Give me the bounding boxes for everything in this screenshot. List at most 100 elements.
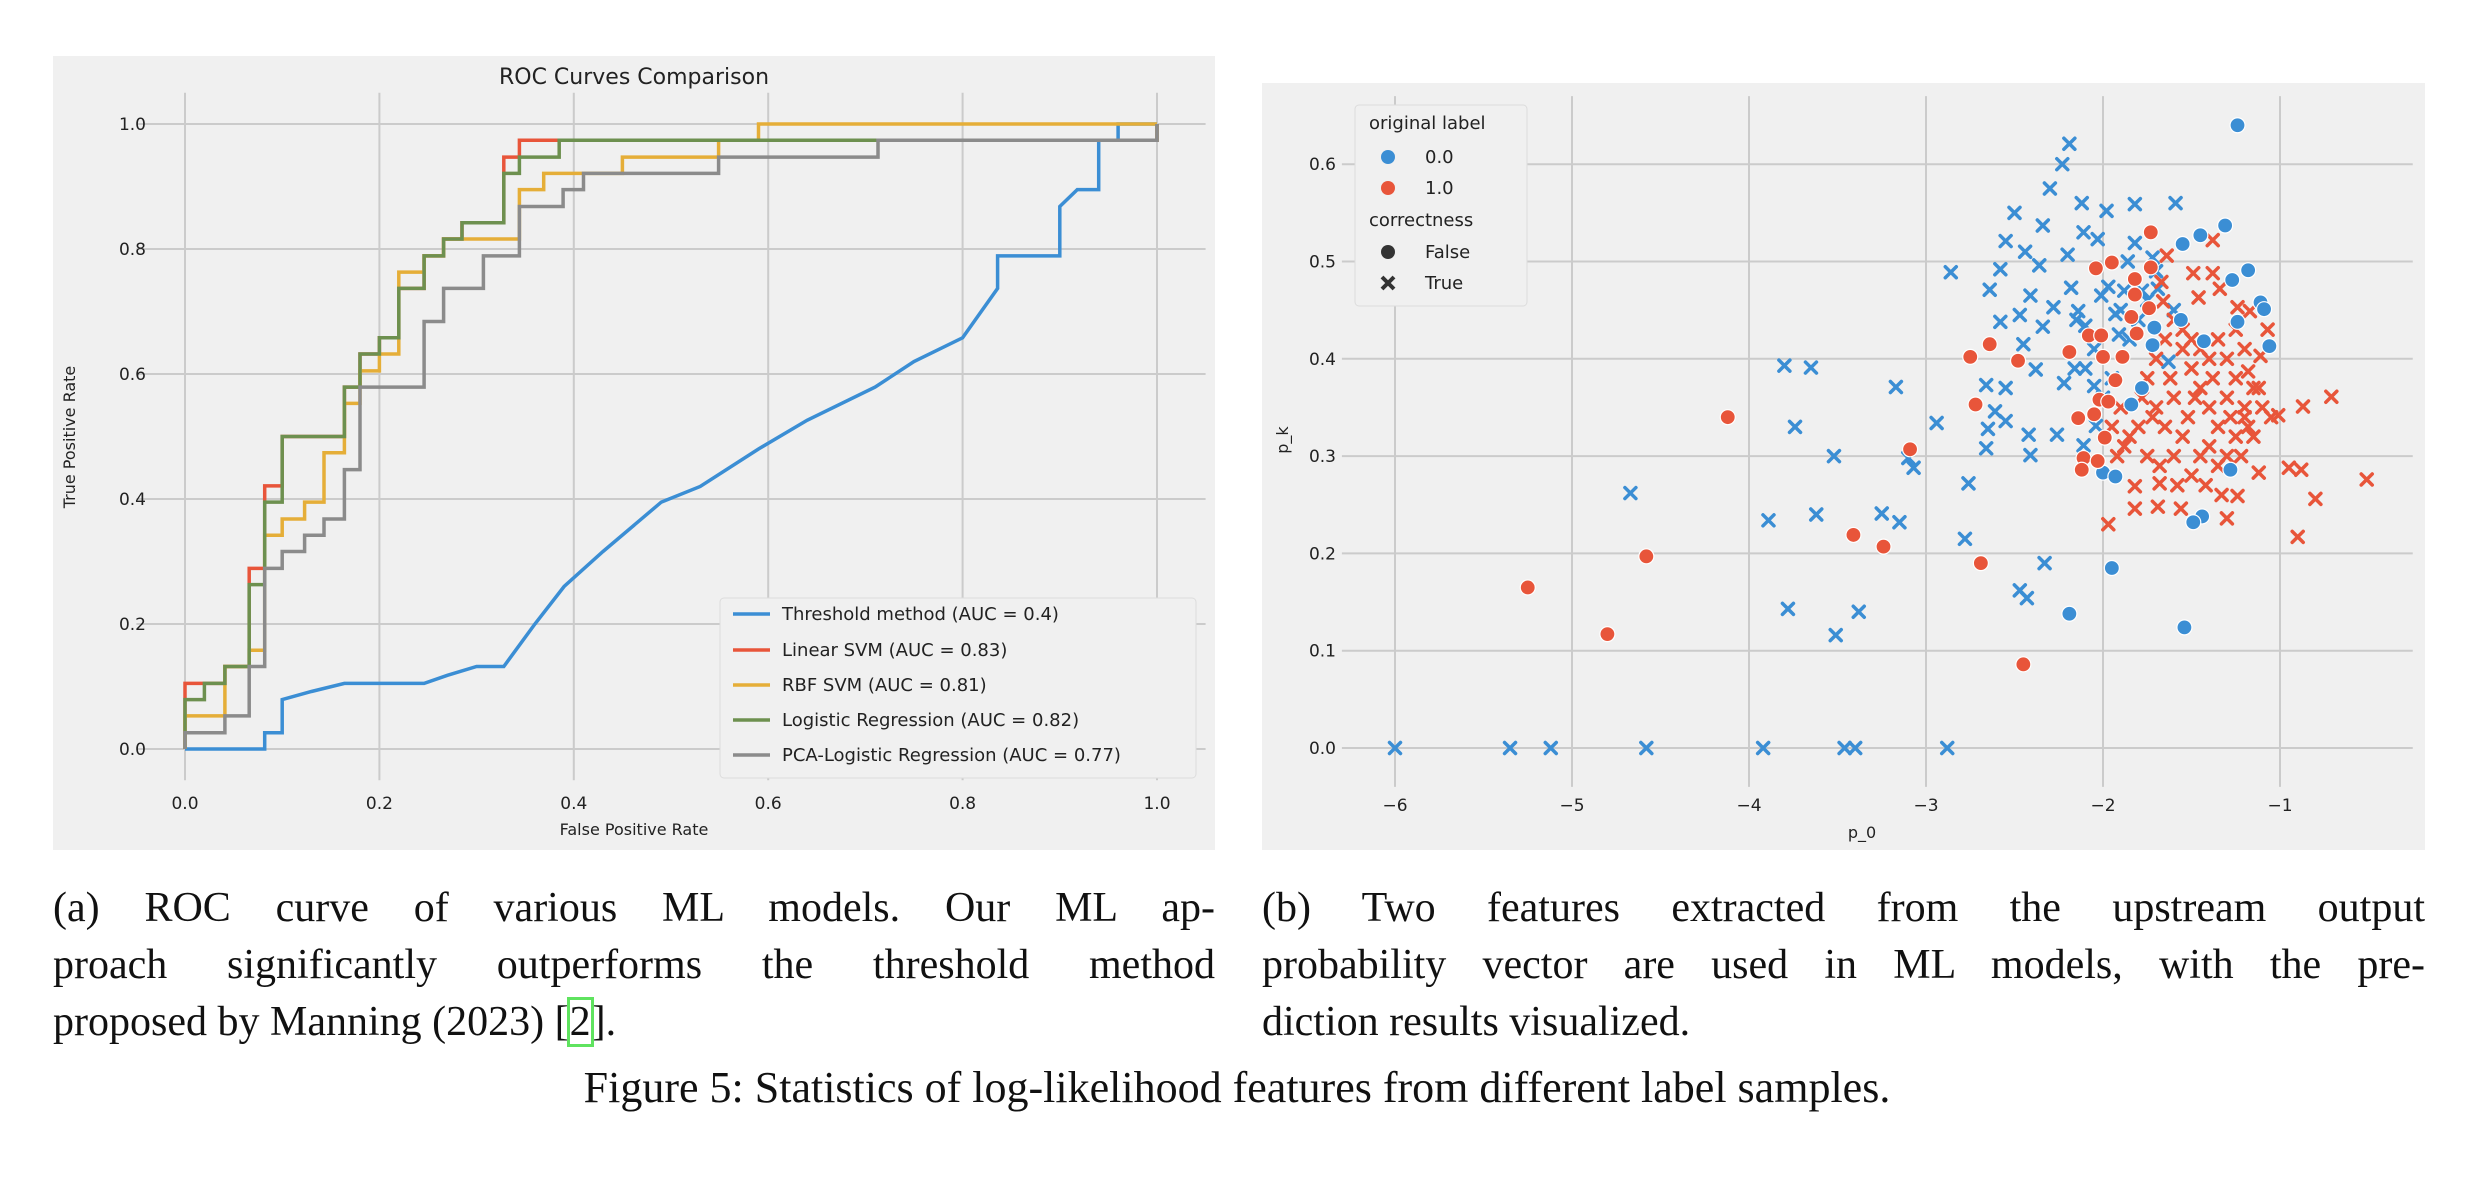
scatter-point-x [1982, 282, 1997, 297]
roc-series [183, 122, 1159, 751]
scatter-point-x [2184, 361, 2199, 376]
scatter-point-x [1993, 314, 2008, 330]
scatter-point-x [2233, 448, 2249, 464]
scatter-point-x [2173, 501, 2189, 516]
scatter-point-x [2055, 156, 2070, 172]
roc-x-tick-label: 0.6 [755, 794, 782, 814]
scatter-point-x [2359, 472, 2374, 487]
scatter-point-x [2175, 429, 2190, 444]
scatter-point-x [1888, 379, 1904, 395]
scatter-x-tick-label: −4 [1736, 796, 1761, 816]
roc-y-tick-label: 0.4 [119, 490, 146, 510]
scatter-legend: original label 0.0 1.0 correctness False… [1354, 104, 1528, 307]
caption-a-last-suffix: ]. [591, 999, 617, 1045]
scatter-legend-box [1354, 104, 1528, 307]
scatter-point-circle [2229, 313, 2246, 330]
scatter-point-circle [2128, 325, 2145, 342]
roc-legend: Threshold method (AUC = 0.4) Linear SVM … [719, 597, 1197, 779]
scatter-point-x [1826, 448, 1842, 464]
roc-x-tick-label: 0.0 [171, 794, 198, 814]
scatter-point-x [2205, 232, 2220, 248]
scatter-point-x [2290, 529, 2305, 545]
figure-caption: Figure 5: Statistics of log-likelihood f… [583, 1063, 1891, 1112]
legend-label-threshold: Threshold method (AUC = 0.4) [781, 604, 1059, 625]
scatter-point-circle [1875, 538, 1892, 555]
scatter-point-x [2240, 364, 2256, 379]
scatter-point-x [1387, 740, 1403, 756]
scatter-point-x [1980, 421, 1996, 437]
scatter-point-circle [2126, 286, 2143, 303]
caption-a-line: proposed by Manning (2023) [2]. [53, 994, 1215, 1051]
scatter-point-circle [2192, 227, 2209, 244]
scatter-point-circle [2176, 619, 2193, 636]
scatter-point-x [2150, 499, 2166, 514]
roc-curve-0 [185, 122, 1157, 751]
legend-label-logistic: Logistic Regression (AUC = 0.82) [782, 710, 1079, 731]
legend-label-linear-svm: Linear SVM (AUC = 0.83) [782, 640, 1007, 661]
roc-x-tick-label: 0.4 [560, 794, 587, 814]
scatter-point-x [2032, 258, 2047, 273]
scatter-point-x [1780, 601, 1796, 617]
scatter-point-x [2109, 448, 2125, 464]
scatter-point-x [2037, 555, 2052, 571]
scatter-point-circle [1962, 348, 1979, 365]
scatter-point-x [2251, 380, 2267, 396]
scatter-point-x [2157, 419, 2173, 435]
scatter-point-x [2324, 389, 2339, 404]
scatter-point-circle [2073, 461, 2090, 478]
scatter-point-x [1998, 380, 2013, 396]
roc-y-tick-label: 0.2 [119, 615, 146, 635]
scatter-point-x [2219, 390, 2235, 405]
citation-link[interactable]: 2 [566, 997, 594, 1047]
scatter-point-x [1874, 506, 1889, 521]
scatter-point-x [2140, 448, 2155, 464]
scatter-point-x [2205, 265, 2220, 281]
scatter-point-x [2116, 439, 2132, 454]
scatter-point-x [2155, 294, 2171, 309]
legend-circle-blue-icon [1381, 150, 1395, 164]
scatter-point-circle [2094, 348, 2112, 365]
scatter-point-x [2127, 479, 2143, 494]
scatter-y-tick-label: 0.2 [1309, 544, 1336, 564]
scatter-point-circle [1719, 409, 1736, 426]
scatter-point-x [1961, 476, 1976, 491]
scatter-y-tick-label: 0.1 [1309, 642, 1336, 662]
scatter-y-axis-label: p_k [1273, 426, 1293, 454]
scatter-point-x [2184, 468, 2199, 483]
roc-tick-labels: 0.0 0.2 0.4 0.6 0.8 1.0 0.0 0.2 0.4 0.6 0.8 1.0 [119, 115, 1171, 814]
scatter-point-circle [1845, 526, 1862, 544]
scatter-point-circle [2217, 217, 2234, 234]
scatter-point-x [2240, 419, 2256, 435]
roc-y-tick-label: 0.8 [119, 240, 146, 260]
scatter-point-x [1502, 740, 1518, 756]
scatter-point-x [2214, 487, 2229, 503]
scatter-point-x [2120, 254, 2136, 269]
roc-y-tick-label: 0.6 [119, 365, 146, 385]
scatter-point-x [2191, 290, 2206, 305]
scatter-point-circle [2061, 605, 2078, 622]
scatter-point-x [2101, 279, 2116, 295]
scatter-point-x [2122, 429, 2137, 444]
scatter-point-circle [2123, 308, 2140, 326]
legend-title-original-label: original label [1369, 113, 1486, 134]
roc-y-tick-label: 0.0 [119, 740, 146, 760]
scatter-point-x [2090, 231, 2105, 247]
roc-curve-4 [183, 124, 1159, 749]
scatter-point-x [2127, 196, 2143, 212]
scatter-point-x [2186, 265, 2201, 281]
scatter-point-x [2088, 418, 2104, 434]
scatter-point-x [2263, 409, 2279, 425]
scatter-point-x [2111, 327, 2127, 342]
scatter-point-x [1847, 740, 1863, 756]
scatter-point-x [2223, 409, 2238, 425]
scatter-y-tick-label: 0.6 [1309, 155, 1336, 175]
scatter-point-x [2246, 429, 2261, 444]
legend-title-correctness: correctness [1369, 210, 1473, 231]
scatter-point-circle [2015, 656, 2032, 673]
scatter-point-x [2154, 274, 2169, 290]
scatter-point-x [2210, 419, 2226, 435]
scatter-point-x [2086, 378, 2102, 394]
scatter-point-x [1543, 740, 1559, 756]
